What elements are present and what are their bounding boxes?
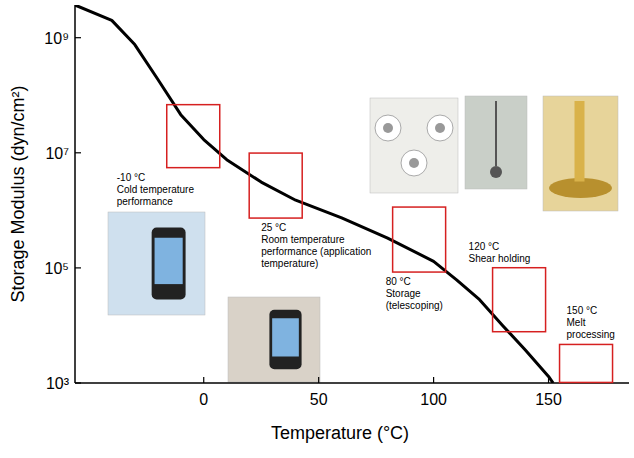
annotation-text: 120 °CShear holding — [469, 241, 531, 264]
annotation-span: 25 °C — [261, 222, 286, 233]
x-tick — [433, 377, 434, 383]
annotation-span: 80 °C — [386, 276, 411, 287]
x-axis — [75, 382, 629, 384]
shear-icon — [495, 101, 497, 166]
photo-frame — [370, 98, 458, 193]
y-tick-label: 10⁵ — [45, 260, 69, 277]
annotation-line: Shear holding — [469, 253, 531, 264]
roll-core — [435, 123, 445, 133]
roll-icon — [427, 115, 453, 141]
annotation-line: Room temperature — [261, 234, 345, 245]
roll-core — [383, 123, 393, 133]
y-tick — [75, 152, 81, 153]
modulus-curve — [75, 5, 553, 383]
annotation-span: Storage — [386, 288, 421, 299]
plot-area — [75, 5, 553, 383]
x-tick-label: 150 — [535, 391, 562, 408]
annotation-span: Shear holding — [469, 253, 531, 264]
annotation-span: performance (application — [261, 246, 371, 257]
annotation-line: Cold temperatureperformance — [117, 184, 195, 207]
photo-frame — [228, 297, 320, 382]
roll-core — [409, 158, 419, 168]
phone-icon — [269, 310, 301, 370]
phone-screen — [272, 318, 299, 356]
annotation-span: 120 °C — [469, 241, 500, 252]
annotation-span: (telescoping) — [386, 300, 443, 311]
y-axis-title: Storage Modulus (dyn/cm²) — [8, 85, 28, 302]
photo-frame — [465, 96, 527, 189]
annotation-text: 80 °CStorage(telescoping) — [386, 276, 443, 311]
photo — [108, 212, 205, 315]
annotation-text: 150 °CMeltprocessing — [567, 305, 615, 340]
x-tick-label: 0 — [199, 391, 208, 408]
background — [0, 0, 634, 458]
annotation-line: Meltprocessing — [567, 317, 615, 340]
y-axis — [74, 5, 76, 383]
y-tick-label: 10⁷ — [45, 145, 69, 162]
annotation-text: -10 °CCold temperatureperformance — [117, 172, 195, 207]
photo — [228, 297, 320, 382]
photo-frame — [543, 96, 618, 211]
photo — [370, 98, 458, 193]
annotation-box — [249, 153, 302, 218]
x-axis-title: Temperature (°C) — [271, 423, 409, 443]
melt-stream — [575, 101, 585, 182]
annotation-box — [167, 105, 220, 168]
photo — [465, 96, 527, 189]
annotation-span: -10 °C — [117, 172, 145, 183]
y-tick — [75, 267, 81, 268]
annotation-span: Cold temperature — [117, 184, 195, 195]
annotation-line: 25 °C — [261, 222, 286, 233]
phone-screen — [155, 238, 183, 284]
photo-frame — [108, 212, 205, 315]
annotation-line: performance (applicationtemperature) — [261, 246, 371, 269]
annotations: -10 °CCold temperatureperformance 25 °CRo… — [117, 105, 615, 383]
annotation-line: 120 °C — [469, 241, 500, 252]
annotation-span: Melt — [567, 317, 586, 328]
annotation-text: 25 °CRoom temperatureperformance (applic… — [261, 222, 371, 269]
y-tick — [75, 382, 81, 383]
x-tick — [203, 377, 204, 383]
annotation-span: 150 °C — [567, 305, 598, 316]
roll-icon — [375, 115, 401, 141]
annotation-line: 80 °C — [386, 276, 411, 287]
annotation-box — [393, 207, 446, 272]
x-tick — [318, 377, 319, 383]
annotation-line: -10 °C — [117, 172, 145, 183]
annotation-span: processing — [567, 329, 615, 340]
y-tick — [75, 37, 81, 38]
weight-icon — [490, 166, 502, 178]
annotation-line: 150 °C — [567, 305, 598, 316]
annotation-box — [493, 268, 546, 332]
y-tick-label: 10⁹ — [44, 30, 69, 47]
annotation-span: performance — [117, 196, 174, 207]
x-tick-label: 50 — [310, 391, 328, 408]
annotation-line: Storage(telescoping) — [386, 288, 443, 311]
phone-icon — [152, 227, 186, 299]
x-tick-label: 100 — [420, 391, 447, 408]
annotation-box — [560, 344, 613, 382]
annotation-span: temperature) — [261, 258, 318, 269]
photo — [543, 96, 618, 211]
y-tick-label: 10³ — [46, 375, 70, 392]
annotation-span: Room temperature — [261, 234, 345, 245]
roll-icon — [401, 150, 427, 176]
